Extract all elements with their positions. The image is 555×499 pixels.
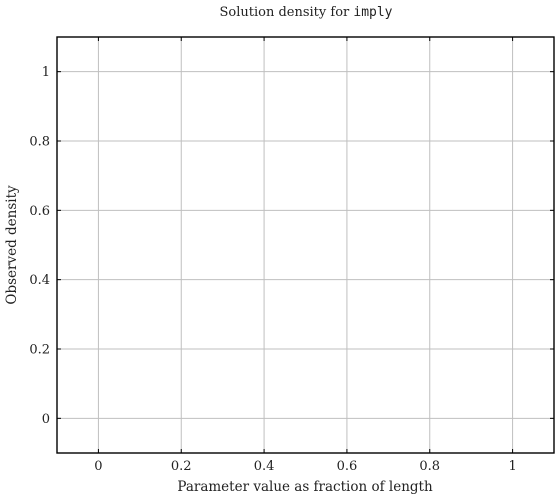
y-tick-label: 0: [42, 412, 50, 427]
chart-title: Solution density for imply: [219, 5, 392, 20]
y-tick-label: 0.8: [29, 135, 50, 150]
chart-title-prefix: Solution density for: [219, 5, 353, 20]
grid: [57, 37, 554, 453]
y-tick-label: 0.2: [29, 343, 50, 358]
x-tick-label: 0.2: [171, 459, 192, 474]
x-tick-label: 0: [94, 459, 102, 474]
x-axis-label: Parameter value as fraction of length: [177, 479, 433, 495]
y-tick-label: 1: [42, 65, 50, 80]
y-tick-label: 0.6: [29, 204, 50, 219]
y-tick-label: 0.4: [29, 273, 50, 288]
y-axis: 0 0.2 0.4 0.6 0.8 1: [29, 65, 554, 427]
chart-title-code: imply: [353, 5, 392, 20]
x-tick-label: 0.4: [254, 459, 275, 474]
x-tick-label: 0.6: [337, 459, 358, 474]
x-tick-label: 0.8: [419, 459, 440, 474]
x-tick-label: 1: [508, 459, 516, 474]
plot-frame: [56, 36, 555, 454]
x-axis: 0 0.2 0.4 0.6 0.8 1: [94, 37, 517, 474]
y-axis-label: Observed density: [4, 185, 20, 305]
